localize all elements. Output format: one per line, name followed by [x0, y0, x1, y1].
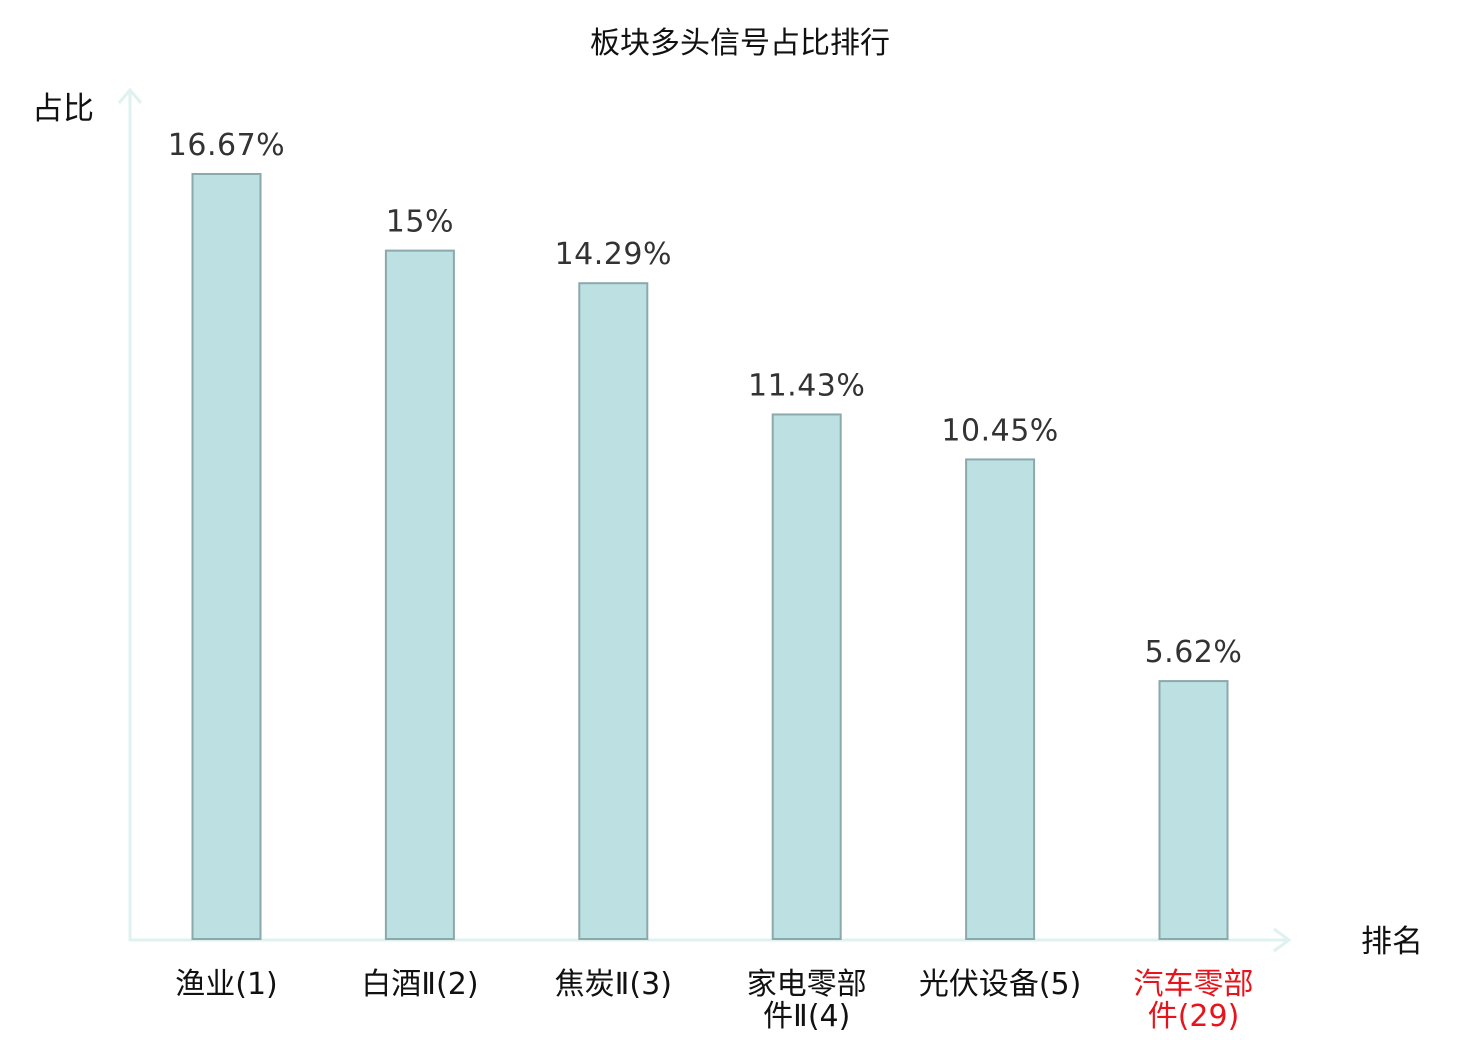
bar-value-label: 10.45% [941, 413, 1058, 448]
bars-group: 16.67% 渔业(1) 15% 白酒Ⅱ(2) 14.29% 焦炭Ⅱ(3) 11.43% 家电… [168, 128, 1254, 1034]
bar-value-label: 14.29% [555, 237, 672, 272]
bar [771, 413, 842, 940]
bar [965, 458, 1036, 940]
axes [117, 87, 1292, 953]
y-axis-arrow [117, 87, 143, 104]
chart-title: 板块多头信号占比排行 [590, 26, 890, 61]
x-axis-arrow [1273, 927, 1292, 953]
bar-value-label: 11.43% [748, 368, 865, 403]
category-label-line: 光伏设备(5) [919, 967, 1082, 1002]
bar [191, 172, 262, 940]
y-axis-label: 占比 [32, 91, 94, 127]
category-label-line: 焦炭Ⅱ(3) [555, 967, 672, 1002]
category-label: 家电零部件Ⅱ(4) [747, 967, 867, 1034]
category-label-line: 件(29) [1148, 999, 1240, 1034]
bar-value-label: 16.67% [168, 128, 285, 163]
category-label-line: 件Ⅱ(4) [763, 999, 850, 1034]
bar [1158, 680, 1229, 941]
category-label: 白酒Ⅱ(2) [361, 967, 478, 1002]
category-label: 汽车零部件(29) [1134, 967, 1254, 1034]
bar [384, 249, 455, 940]
category-label: 光伏设备(5) [919, 967, 1082, 1002]
category-label-line: 渔业(1) [175, 967, 278, 1002]
category-label: 焦炭Ⅱ(3) [555, 967, 672, 1002]
category-label-line: 白酒Ⅱ(2) [361, 967, 478, 1002]
bar-value-label: 15% [386, 205, 454, 240]
category-label: 渔业(1) [175, 967, 278, 1002]
bar-value-label: 5.62% [1145, 635, 1243, 670]
category-label-line: 汽车零部 [1134, 967, 1254, 1002]
category-label-line: 家电零部 [747, 967, 867, 1002]
x-axis-label: 排名 [1361, 924, 1423, 960]
bar [578, 282, 649, 940]
